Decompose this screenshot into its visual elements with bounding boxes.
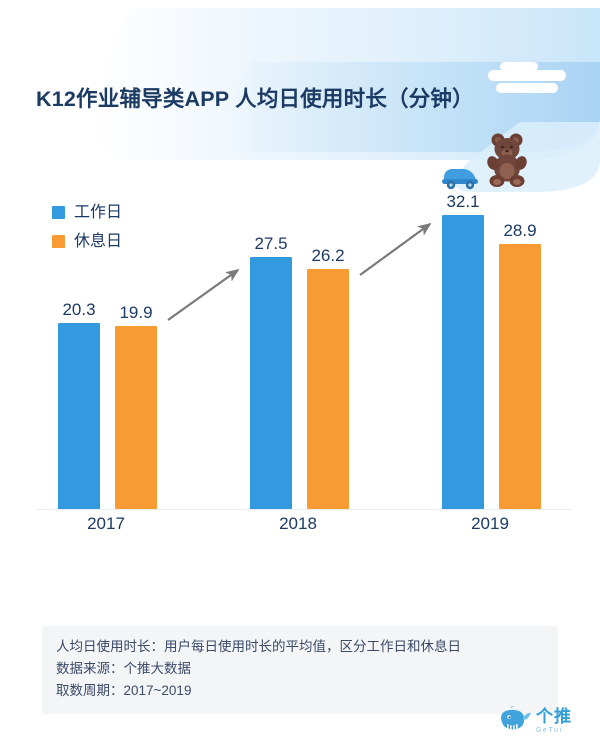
chart-legend: 工作日 休息日 [52, 198, 122, 256]
legend-label-weekday: 工作日 [74, 203, 123, 221]
footer-notes: 人均日使用时长：用户每日使用时长的平均值，区分工作日和休息日 数据来源：个推大数… [42, 626, 558, 714]
legend-swatch-weekend [52, 235, 65, 248]
bar-2017-weekend[interactable] [115, 326, 157, 509]
bar-value-2017-weekend: 19.9 [119, 303, 153, 322]
x-tick-2017: 2017 [87, 514, 125, 533]
x-tick-2018: 2018 [279, 514, 317, 533]
bar-value-2018-weekday: 27.5 [254, 234, 288, 253]
bar-value-2019-weekday: 32.1 [446, 192, 480, 211]
x-axis: 2017 2018 2019 [0, 514, 600, 548]
footer-note-definition: 人均日使用时长：用户每日使用时长的平均值，区分工作日和休息日 [56, 639, 461, 654]
bar-2018-weekend[interactable] [307, 269, 349, 509]
whale-icon [501, 706, 531, 731]
bar-value-2017-weekday: 20.3 [62, 300, 96, 319]
bar-2019-weekday[interactable] [442, 215, 484, 509]
toy-car-icon [442, 169, 478, 190]
bar-2019-weekend[interactable] [499, 244, 541, 509]
chart-title: K12作业辅导类APP 人均日使用时长（分钟） [36, 87, 474, 111]
bar-2018-weekday[interactable] [250, 257, 292, 509]
bar-value-2019-weekend: 28.9 [503, 221, 537, 240]
x-tick-2019: 2019 [471, 514, 509, 533]
legend-swatch-weekday [52, 206, 65, 219]
legend-item-weekend[interactable]: 休息日 [52, 227, 122, 256]
footer-note-source: 数据来源：个推大数据 [56, 661, 191, 676]
axis-baseline [36, 509, 572, 510]
bar-value-2018-weekend: 26.2 [311, 246, 345, 265]
teddy-bear-icon [487, 133, 527, 187]
legend-item-weekday[interactable]: 工作日 [52, 198, 122, 227]
brand-name-en: GeTui [536, 726, 563, 734]
bar-2017-weekday[interactable] [58, 323, 100, 509]
brand-logo: 个推 GeTui [498, 706, 572, 736]
legend-label-weekend: 休息日 [74, 232, 123, 250]
brand-name-cn: 个推 [536, 706, 572, 726]
footer-note-period: 取数周期：2017~2019 [56, 683, 192, 698]
plot-area: 20.3 19.9 27.5 26.2 32.1 28.9 [0, 180, 600, 510]
cloud-icon [488, 62, 566, 93]
